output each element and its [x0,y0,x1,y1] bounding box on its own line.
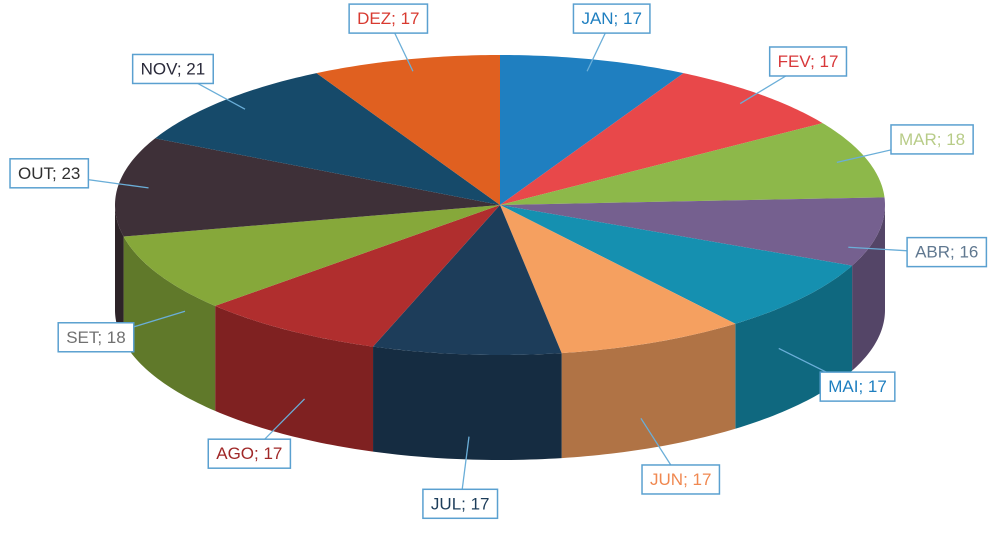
slice-side [561,323,736,459]
label-box [9,158,90,189]
slice-side [123,236,216,411]
label-box [57,322,135,353]
slice [316,55,500,205]
slice-side [115,205,124,342]
slice [215,205,500,347]
slice [500,55,684,205]
slice [500,73,823,205]
slice [500,123,885,205]
label-box [131,53,214,85]
label-text: MAR; 18 [899,130,965,149]
data-label: AGO; 17 [207,438,292,469]
slice-side [852,205,885,371]
label-box [768,46,848,77]
slice-side [373,346,562,460]
label-box [348,3,429,34]
label-text: JAN; 17 [581,9,641,28]
label-box [207,438,292,469]
label-text: SET; 18 [66,328,126,347]
slice [155,73,501,205]
data-label: MAR; 18 [890,124,974,155]
label-text: JUN; 17 [650,470,711,489]
data-label: DEZ; 17 [348,3,429,34]
slice-side [215,305,374,452]
label-text: DEZ; 17 [357,9,419,28]
slice [123,205,501,306]
data-label: NOV; 21 [131,53,214,85]
slice [115,138,500,237]
label-box [422,488,499,520]
data-label: JUN; 17 [641,464,721,495]
label-text: FEV; 17 [778,52,839,71]
label-text: ABR; 16 [915,243,978,262]
label-text: JUL; 17 [431,494,490,513]
slice [373,205,562,355]
label-text: OUT; 23 [18,164,80,183]
data-label: JUL; 17 [422,488,499,520]
label-text: AGO; 17 [216,444,282,463]
data-label: MAI; 17 [819,371,896,402]
label-text: NOV; 21 [141,59,206,78]
data-label: JAN; 17 [572,3,651,34]
data-label: OUT; 23 [9,158,90,189]
label-box [819,371,896,402]
slice [500,205,853,324]
label-box [641,464,721,495]
label-box [890,124,974,155]
data-label: SET; 18 [57,322,135,353]
slice [500,197,885,266]
label-box [572,3,651,34]
label-box [906,236,988,268]
label-text: MAI; 17 [828,377,887,396]
data-label: FEV; 17 [768,46,848,77]
slice [500,205,736,354]
data-label: ABR; 16 [906,236,988,268]
